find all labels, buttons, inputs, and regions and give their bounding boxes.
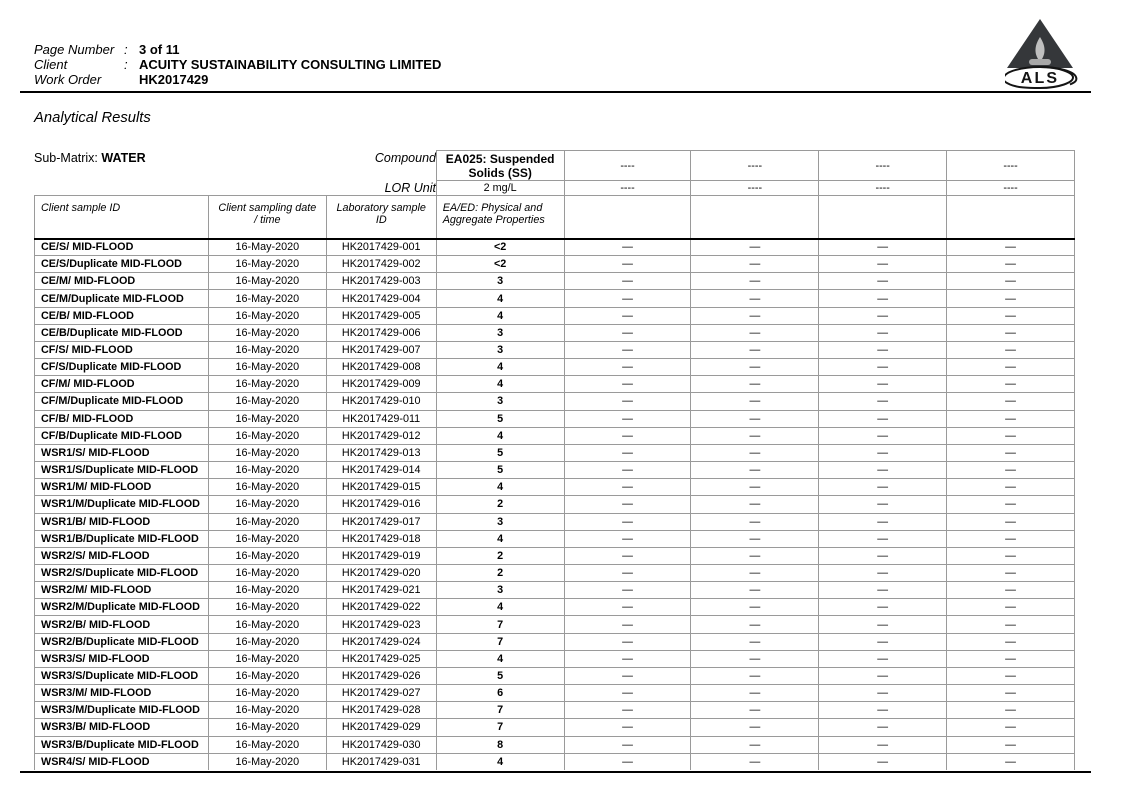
svg-text:ALS: ALS xyxy=(1021,70,1060,87)
